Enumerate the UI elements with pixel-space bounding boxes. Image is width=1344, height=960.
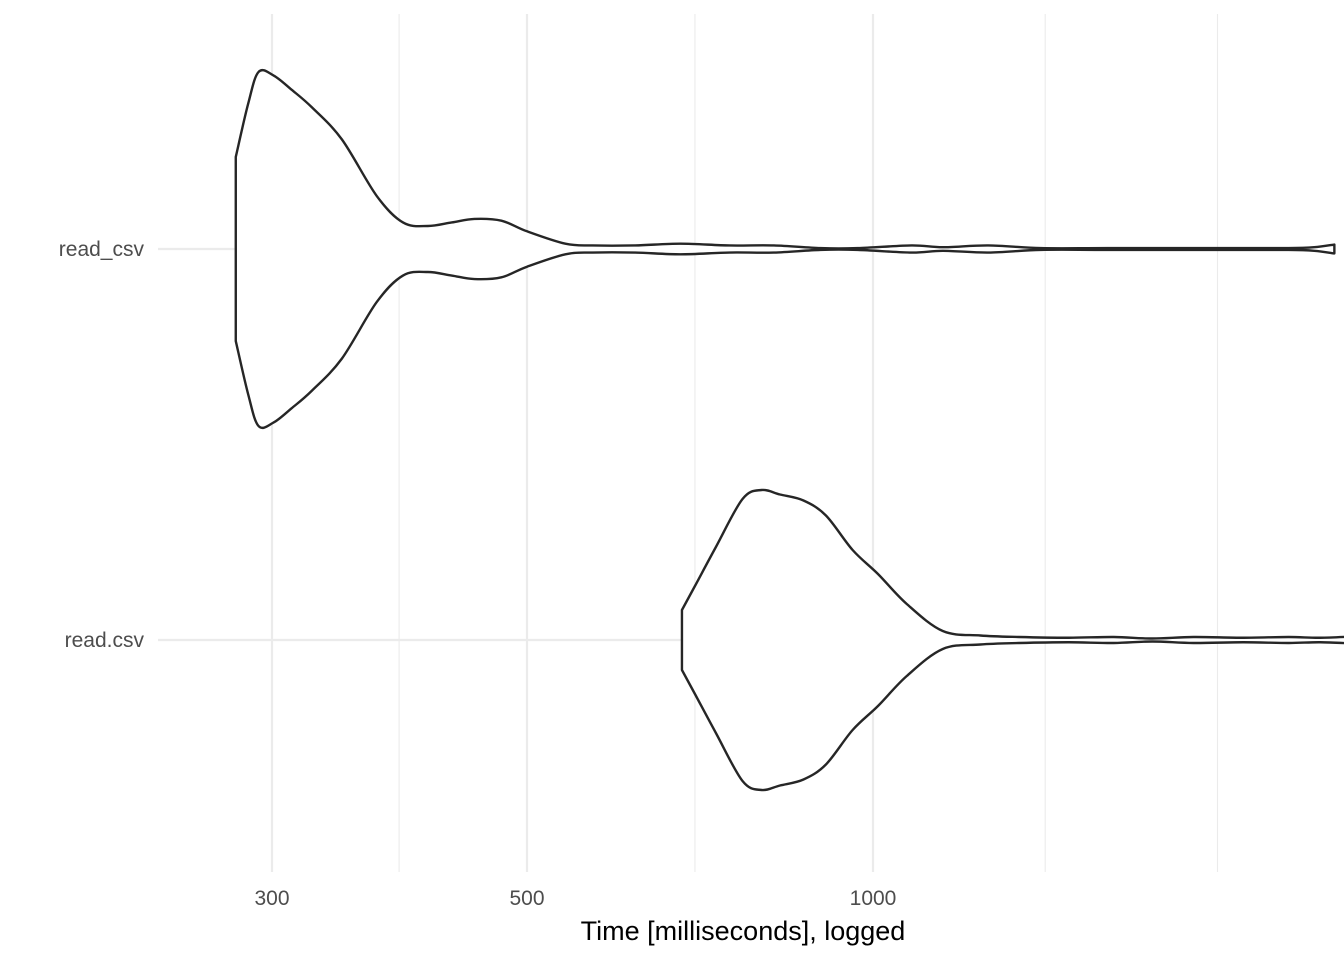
y-tick-label: read_csv [59,238,145,261]
x-tick-label: 1000 [850,887,897,910]
violin-read-csv [234,68,1336,430]
x-tick-label: 300 [254,887,289,910]
x-axis-title: Time [milliseconds], logged [581,916,906,946]
y-tick-labels: read_csv read.csv [59,238,145,652]
violin-read-csv [680,488,1344,792]
violin-layer [234,68,1344,792]
y-tick-label: read.csv [65,629,145,652]
x-tick-labels: 300 500 1000 [254,887,896,910]
x-tick-label: 500 [509,887,544,910]
